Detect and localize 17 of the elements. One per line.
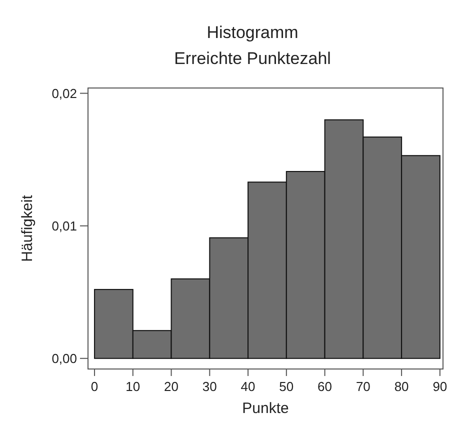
- chart-subtitle: Erreichte Punktezahl: [174, 49, 331, 68]
- x-tick-label: 10: [126, 379, 140, 394]
- x-tick-label: 60: [318, 379, 332, 394]
- x-tick-label: 20: [164, 379, 179, 394]
- chart-title: Histogramm: [206, 23, 298, 42]
- x-tick-label: 70: [356, 379, 370, 394]
- x-tick-label: 40: [240, 379, 256, 394]
- x-axis-title: Punkte: [242, 400, 289, 417]
- x-tick-label: 90: [432, 379, 448, 394]
- y-tick-label: 0,02: [52, 86, 77, 101]
- y-tick-label: 0,00: [52, 350, 77, 366]
- x-tick-label: 0: [90, 379, 98, 394]
- x-tick-label: 50: [279, 379, 294, 394]
- x-tick-label: 80: [394, 379, 409, 394]
- y-axis-title: Häufigkeit: [19, 194, 36, 262]
- y-tick-label: 0,01: [52, 218, 77, 234]
- x-tick-label: 30: [202, 379, 217, 394]
